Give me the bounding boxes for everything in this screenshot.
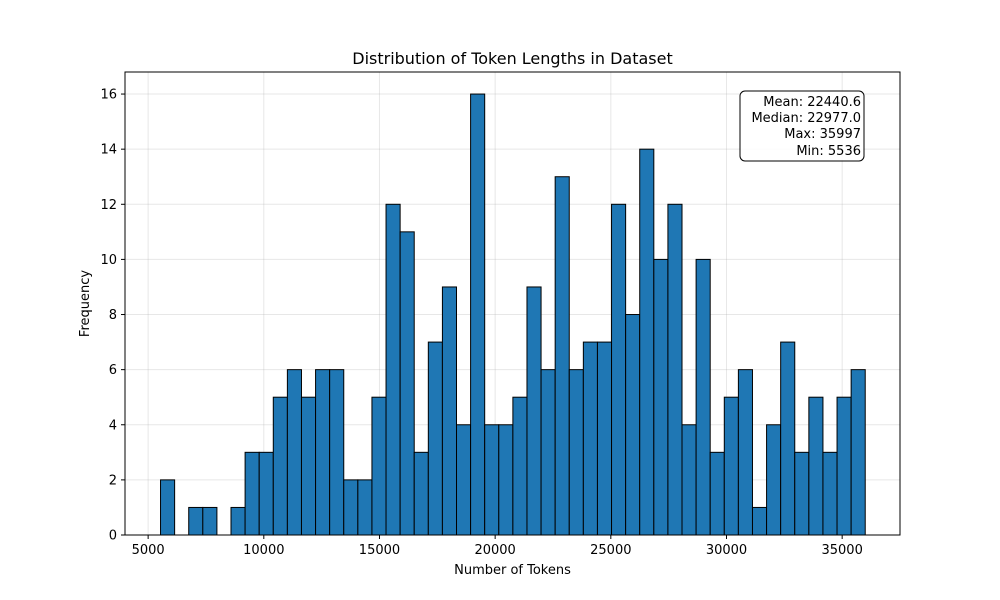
histogram-bar [695,258,711,536]
y-tick-label: 8 [109,308,117,323]
histogram-bar [582,341,598,536]
stats-box-frame [739,90,865,162]
histogram-bar [639,148,655,536]
histogram-bar [653,258,669,536]
histogram-bar [258,451,274,536]
histogram-bar [850,369,866,536]
plot-frame [124,71,901,536]
x-tick-label: 30000 [706,543,747,558]
y-tick-label: 0 [109,529,117,544]
histogram-bar [723,396,739,536]
histogram-bar [315,369,331,536]
histogram-bar [737,369,753,536]
histogram-bar [540,369,556,536]
x-tick-label: 15000 [359,543,400,558]
y-tick-label: 4 [109,418,117,433]
x-axis-label: Number of Tokens [454,563,571,578]
histogram-bar [766,424,782,536]
histogram-bar [399,231,415,536]
histogram-bar [596,341,613,536]
histogram-bar [836,396,852,536]
histogram-bar [709,451,725,536]
histogram-bar [794,451,810,536]
histogram-bar [484,424,500,536]
stats-min: Min: 5536 [796,144,861,159]
histogram-bar [498,424,514,536]
y-tick-label: 12 [100,198,117,213]
stats-median: Median: 22977.0 [751,111,861,126]
histogram-bar [160,479,176,536]
histogram-bar [371,396,387,536]
stats-box: Mean: 22440.6 Median: 22977.0 Max: 35997… [739,90,865,162]
x-tick-label: 5000 [132,543,165,558]
histogram-bar [554,176,570,536]
histogram-bar [188,506,204,536]
histogram-bar [611,203,627,536]
histogram-bar [385,203,401,536]
histogram-bar [526,286,542,536]
histogram-bar [470,93,486,536]
chart-title: Distribution of Token Lengths in Dataset [352,49,672,68]
y-tick-label: 2 [109,473,117,488]
histogram-bar [568,369,584,536]
histogram-bar [343,479,359,536]
histogram-bar [357,479,373,536]
histogram-bar [230,506,246,536]
histogram-bar [456,424,472,536]
stats-mean: Mean: 22440.6 [763,95,861,110]
histogram-bar [286,369,302,536]
histogram-bar [413,451,429,536]
stats-max: Max: 35997 [784,127,861,142]
y-axis-label: Frequency [78,270,93,337]
x-tick-label: 35000 [821,543,862,558]
histogram-bar [681,424,697,536]
histogram-bar [329,369,345,536]
histogram-bar [751,506,768,536]
histogram-bar [822,451,838,536]
axis-ticks: 5000 10000 15000 20000 25000 30000 35000 0 2 4 6 8 1… [100,88,862,558]
x-tick-label: 25000 [590,543,631,558]
x-tick-label: 20000 [474,543,515,558]
histogram-bar [427,341,443,536]
histogram-bar [244,451,260,536]
histogram-bar [512,396,528,536]
histogram-bar [202,506,218,536]
y-tick-label: 10 [100,253,117,268]
histogram-bar [780,341,796,536]
histogram-bar [808,396,824,536]
histogram-bar [625,314,641,536]
histogram-bars [160,93,866,536]
histogram-bar [300,396,317,536]
y-tick-label: 16 [100,88,117,103]
histogram-bar [272,396,288,536]
y-tick-label: 6 [109,363,117,378]
x-tick-label: 10000 [243,543,284,558]
histogram-bar [667,203,683,536]
y-tick-label: 14 [100,143,117,158]
histogram-bar [441,286,458,536]
